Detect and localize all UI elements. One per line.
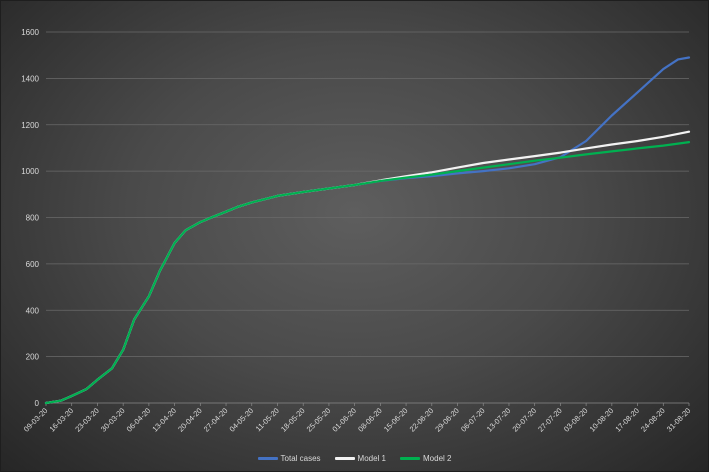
y-tick-label: 0 (35, 399, 40, 408)
legend-item-model-1: Model 1 (334, 454, 387, 463)
series-line-model-1 (44, 130, 691, 405)
x-tick-label: 27-04-20 (202, 406, 230, 434)
y-tick-label: 600 (26, 260, 40, 269)
y-tick-label: 1400 (21, 74, 39, 83)
x-tick-label: 18-05-20 (279, 406, 307, 434)
legend-swatch (257, 457, 278, 460)
x-tick-label: 31-08-20 (665, 406, 693, 434)
x-tick-label: 29-06-20 (433, 406, 461, 434)
legend-label: Total cases (280, 454, 321, 463)
x-tick-label: 13-07-20 (485, 406, 513, 434)
legend-swatch (400, 457, 421, 460)
x-tick-label: 04-05-20 (228, 406, 256, 434)
x-tick-label: 11-05-20 (254, 406, 281, 433)
legend-label: Model 2 (423, 454, 452, 463)
y-tick-label: 800 (26, 214, 40, 223)
x-tick-label: 03-08-20 (562, 406, 590, 434)
series-line-total-cases (44, 56, 691, 405)
x-tick-label: 13-04-20 (150, 406, 178, 434)
chart-legend: Total cases Model 1 Model 2 (1, 454, 708, 463)
x-tick-label: 06-04-20 (125, 406, 153, 434)
legend-swatch (334, 457, 355, 460)
x-tick-label: 23-03-20 (73, 406, 101, 434)
x-tick-label: 30-03-20 (99, 406, 127, 434)
y-tick-label: 1600 (21, 28, 39, 37)
x-tick-label: 17-08-20 (613, 406, 641, 434)
x-tick-label: 09-03-20 (22, 406, 50, 434)
x-tick-label: 01-06-20 (330, 406, 358, 434)
series-line-model-2 (44, 141, 691, 405)
x-tick-label: 24-08-20 (639, 406, 667, 434)
x-tick-label: 08-06-20 (356, 406, 384, 434)
x-tick-label: 20-07-20 (510, 406, 538, 434)
y-tick-label: 1000 (21, 167, 39, 176)
x-tick-label: 16-03-20 (48, 406, 76, 434)
x-tick-label: 25-05-20 (305, 406, 333, 434)
y-tick-label: 400 (26, 306, 40, 315)
x-tick-label: 10-08-20 (588, 406, 616, 434)
y-tick-label: 200 (26, 353, 40, 362)
x-tick-label: 22-06-20 (408, 406, 436, 434)
x-tick-label: 27-07-20 (536, 406, 564, 434)
y-tick-label: 1200 (21, 121, 39, 130)
legend-item-model-2: Model 2 (400, 454, 451, 463)
x-tick-label: 15-06-20 (382, 406, 410, 434)
x-tick-label: 20-04-20 (176, 406, 204, 434)
legend-item-total-cases: Total cases (257, 454, 321, 463)
x-tick-label: 06-07-20 (459, 406, 487, 434)
legend-label: Model 1 (357, 454, 387, 463)
